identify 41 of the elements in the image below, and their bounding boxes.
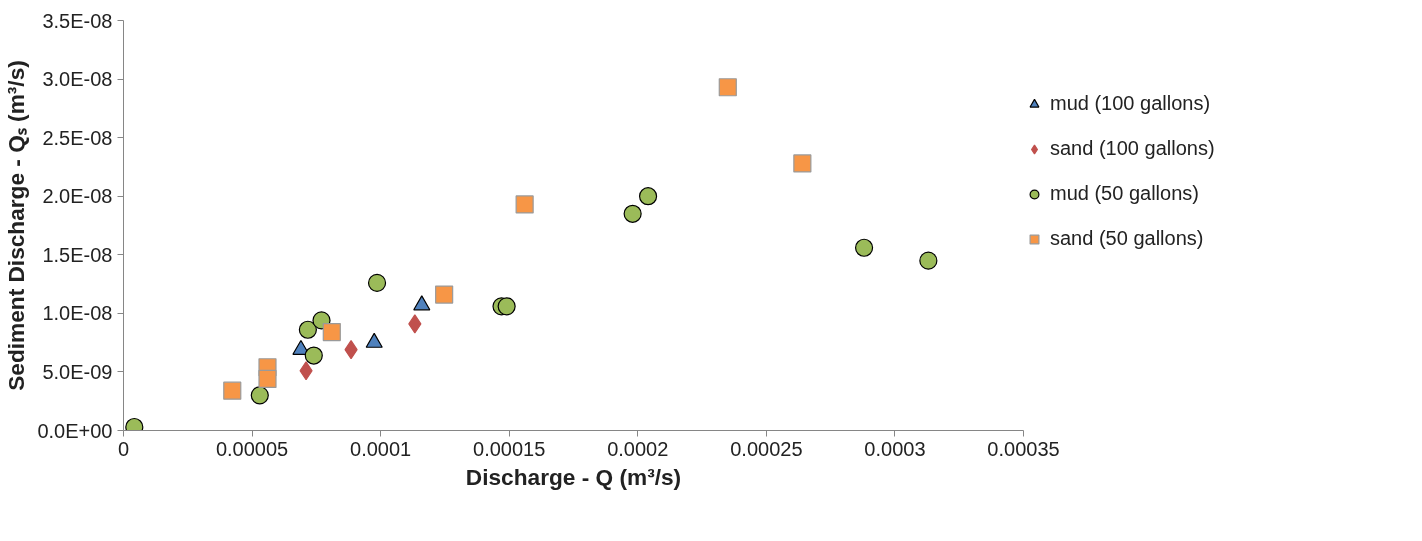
y-tick-label: 0.0E+00 — [37, 419, 113, 442]
point — [298, 320, 317, 339]
point — [367, 273, 387, 292]
legend-label: sand (50 gallons) — [1050, 227, 1204, 250]
x-tick-label: 0.0003 — [864, 437, 926, 460]
point — [435, 285, 454, 304]
y-axis-title: Sediment Discharge - Qₛ (m³/s) — [3, 60, 30, 391]
y-tick-label: 2.5E-08 — [42, 126, 113, 149]
y-tick-label: 2.0E-08 — [42, 185, 113, 208]
point — [223, 381, 242, 400]
x-axis-title: Discharge - Q (m³/s) — [465, 463, 682, 490]
y-tick-label: 3.5E-08 — [42, 9, 113, 32]
point — [718, 78, 737, 97]
legend-label: mud (100 gallons) — [1050, 92, 1211, 115]
point — [793, 154, 812, 173]
y-tick-label: 3.0E-08 — [42, 68, 113, 91]
point — [344, 340, 358, 360]
x-tick-label: 0.00015 — [473, 437, 546, 460]
point — [322, 323, 341, 342]
point — [515, 195, 534, 214]
legend-label: sand (100 gallons) — [1050, 137, 1215, 160]
point — [250, 386, 269, 405]
point — [299, 361, 313, 381]
x-tick-label: 0.00035 — [987, 437, 1060, 460]
x-tick-label: 0 — [117, 437, 130, 460]
y-tick-label: 1.0E-08 — [42, 302, 113, 325]
y-tick-label: 1.5E-08 — [42, 243, 113, 266]
legend-label: mud (50 gallons) — [1050, 182, 1199, 205]
point — [638, 187, 658, 206]
y-tick-label: 5.0E-09 — [42, 360, 113, 383]
x-tick-label: 0.0001 — [350, 437, 412, 460]
point — [408, 314, 422, 334]
point — [304, 346, 323, 365]
x-tick-label: 0.0002 — [607, 437, 669, 460]
point — [258, 369, 277, 389]
x-tick-label: 0.00005 — [215, 437, 289, 460]
point — [919, 251, 938, 270]
point — [623, 204, 642, 223]
point — [497, 297, 516, 316]
x-tick-label: 0.00025 — [730, 437, 803, 460]
point — [854, 238, 874, 257]
